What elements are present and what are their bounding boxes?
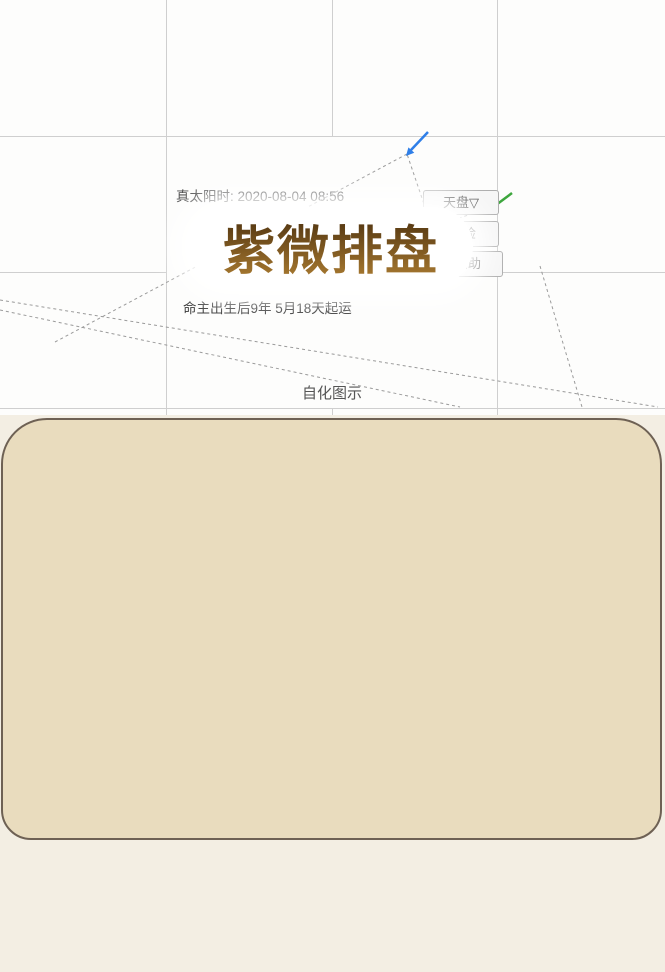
ziwei-chart: 真太阳时: 2020-08-04 08:56 命主出生后9年 5月18天起运 自… xyxy=(0,0,665,415)
lower-section xyxy=(0,415,665,972)
fortune-card xyxy=(1,418,662,840)
birth-info: 真太阳时: 2020-08-04 08:56 xyxy=(176,189,344,205)
legend-label: 自化图示 xyxy=(301,385,362,402)
app-title: 紫微排盘 xyxy=(223,209,439,284)
selfhua-legend: 自化图示 xyxy=(167,382,497,403)
title-pill: 紫微排盘 xyxy=(189,207,473,286)
qiyun-line: 命主出生后9年 5月18天起运 xyxy=(183,301,352,316)
true-solar-time: 真太阳时: 2020-08-04 08:56 xyxy=(176,189,345,204)
fortune-line-chart xyxy=(3,420,660,838)
